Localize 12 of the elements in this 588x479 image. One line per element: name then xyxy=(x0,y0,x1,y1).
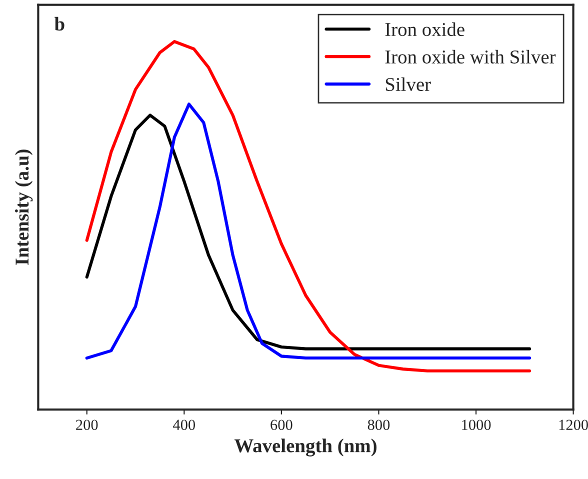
x-tick-label: 800 xyxy=(368,420,390,430)
text: b xyxy=(54,16,64,31)
x-tick-label: 200 xyxy=(76,420,98,430)
legend-label: Iron oxide with Silver xyxy=(385,50,556,64)
legend-label: Silver xyxy=(386,77,431,92)
x-tick-label: 600 xyxy=(270,420,292,430)
x-tick-label: 1200 xyxy=(559,420,588,430)
legend-label: Iron oxide xyxy=(385,22,464,36)
x-axis-title: Wavelength (nm) xyxy=(234,438,376,456)
x-tick-label: 400 xyxy=(172,420,196,430)
x-tick-label: 1000 xyxy=(462,420,491,430)
y-axis-title: Intensity (a.u) xyxy=(14,150,33,265)
